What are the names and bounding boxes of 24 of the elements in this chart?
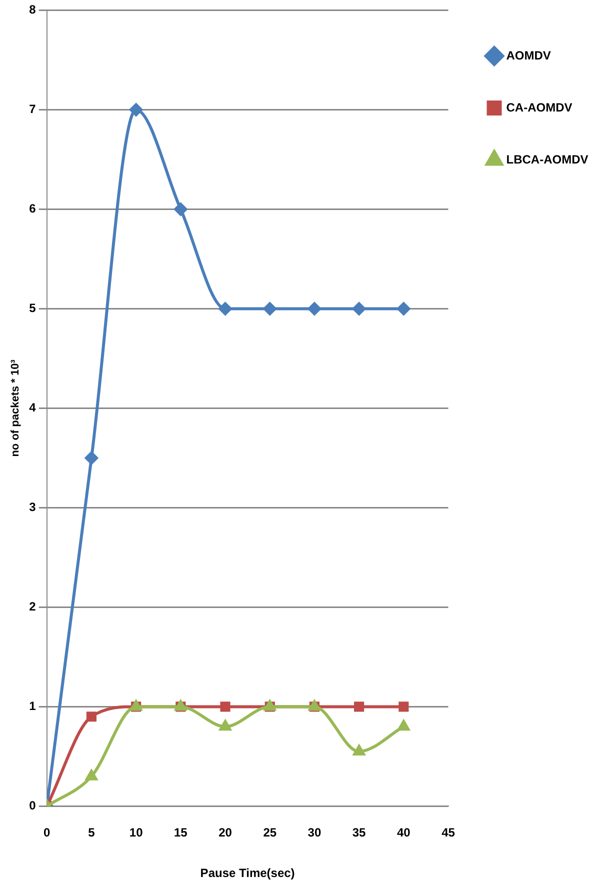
y-tick-label: 1 xyxy=(29,699,36,714)
y-tick-label: 6 xyxy=(29,202,36,216)
x-tick-label: 35 xyxy=(352,826,366,840)
y-axis-title: no of packets * 10³ xyxy=(10,359,22,457)
y-tick-label: 0 xyxy=(29,798,36,813)
x-tick-label: 45 xyxy=(442,826,456,840)
x-tick-label: 40 xyxy=(396,826,411,840)
legend-label: CA-AOMDV xyxy=(506,100,572,114)
x-tick-label: 30 xyxy=(308,826,322,840)
y-tick-label: 4 xyxy=(29,400,36,415)
x-tick-label: 5 xyxy=(88,826,96,840)
y-tick-label: 7 xyxy=(29,102,36,116)
y-tick-label: 8 xyxy=(29,2,36,17)
y-tick-label: 3 xyxy=(29,500,36,514)
x-tick-label: 25 xyxy=(263,826,277,840)
x-tick-label: 10 xyxy=(129,826,144,840)
x-axis-title: Pause Time(sec) xyxy=(200,866,295,880)
y-tick-label: 5 xyxy=(29,301,36,316)
x-tick-label: 15 xyxy=(174,826,188,840)
x-tick-label: 20 xyxy=(218,826,232,840)
y-tick-label: 2 xyxy=(29,600,36,614)
legend-label: LBCA-AOMDV xyxy=(506,152,588,166)
x-tick-label: 0 xyxy=(44,826,51,840)
legend-label: AOMDV xyxy=(506,48,551,62)
